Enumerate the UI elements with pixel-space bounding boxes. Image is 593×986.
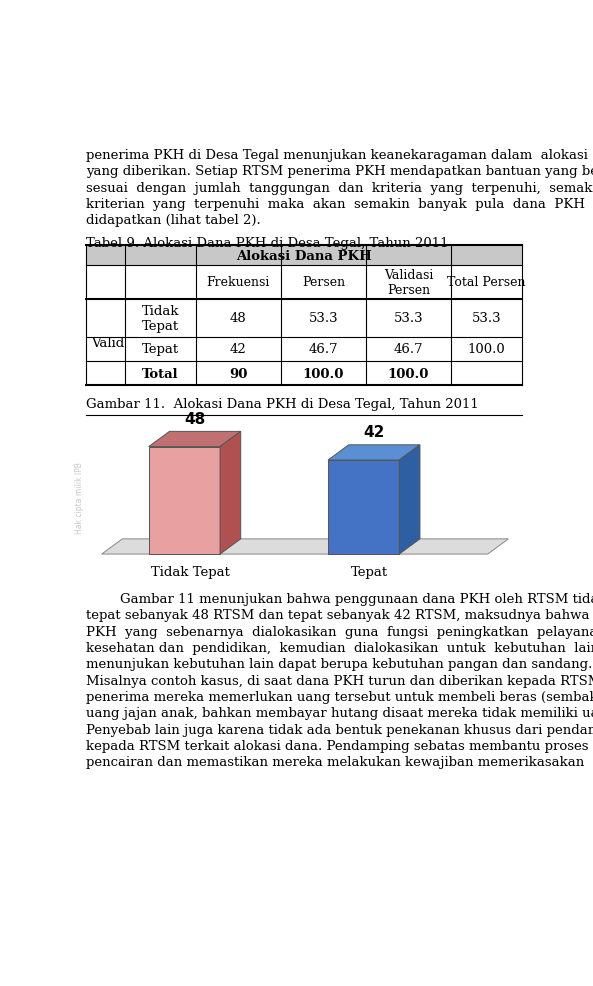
Text: Gambar 11.  Alokasi Dana PKH di Desa Tegal, Tahun 2011: Gambar 11. Alokasi Dana PKH di Desa Tega… bbox=[85, 398, 479, 411]
Text: 42: 42 bbox=[364, 425, 385, 440]
Text: menunjukan kebutuhan lain dapat berupa kebutuhan pangan dan sandang.: menunjukan kebutuhan lain dapat berupa k… bbox=[85, 658, 592, 670]
Text: 46.7: 46.7 bbox=[394, 343, 423, 356]
Polygon shape bbox=[328, 446, 420, 460]
Text: Hak cipta milik IPB: Hak cipta milik IPB bbox=[75, 462, 84, 533]
Text: 53.3: 53.3 bbox=[308, 312, 338, 324]
Text: pencairan dan memastikan mereka melakukan kewajiban memerikasakan: pencairan dan memastikan mereka melakuka… bbox=[85, 755, 584, 769]
Text: 42: 42 bbox=[230, 343, 247, 356]
Text: Tepat: Tepat bbox=[142, 343, 179, 356]
Text: Tidak
Tepat: Tidak Tepat bbox=[142, 305, 179, 332]
Text: yang diberikan. Setiap RTSM penerima PKH mendapatkan bantuan yang berbeda: yang diberikan. Setiap RTSM penerima PKH… bbox=[85, 165, 593, 178]
Text: Total Persen: Total Persen bbox=[447, 276, 526, 289]
Text: Valid: Valid bbox=[91, 336, 125, 349]
Polygon shape bbox=[328, 460, 399, 554]
Text: 100.0: 100.0 bbox=[468, 343, 505, 356]
Polygon shape bbox=[220, 432, 241, 554]
Text: 100.0: 100.0 bbox=[303, 368, 344, 381]
Text: Tidak Tepat: Tidak Tepat bbox=[151, 566, 230, 579]
Text: 53.3: 53.3 bbox=[394, 312, 423, 324]
Text: 100.0: 100.0 bbox=[388, 368, 429, 381]
Polygon shape bbox=[149, 432, 241, 447]
Polygon shape bbox=[149, 447, 220, 554]
Text: uang jajan anak, bahkan membayar hutang disaat mereka tidak memiliki uang.: uang jajan anak, bahkan membayar hutang … bbox=[85, 707, 593, 720]
Text: Frekuensi: Frekuensi bbox=[207, 276, 270, 289]
Text: Tabel 9. Alokasi Dana PKH di Desa Tegal, Tahun 2011: Tabel 9. Alokasi Dana PKH di Desa Tegal,… bbox=[85, 237, 448, 249]
Text: kriterian  yang  terpenuhi  maka  akan  semakin  banyak  pula  dana  PKH  yang: kriterian yang terpenuhi maka akan semak… bbox=[85, 197, 593, 211]
Text: didapatkan (lihat tabel 2).: didapatkan (lihat tabel 2). bbox=[85, 214, 260, 227]
Text: Penyebab lain juga karena tidak ada bentuk penekanan khusus dari pendamping: Penyebab lain juga karena tidak ada bent… bbox=[85, 723, 593, 736]
Text: 90: 90 bbox=[229, 368, 248, 381]
Text: 48: 48 bbox=[184, 411, 205, 427]
Text: 46.7: 46.7 bbox=[308, 343, 338, 356]
Text: kepada RTSM terkait alokasi dana. Pendamping sebatas membantu proses: kepada RTSM terkait alokasi dana. Pendam… bbox=[85, 740, 588, 752]
Text: Validasi
Persen: Validasi Persen bbox=[384, 269, 433, 297]
Text: Total: Total bbox=[142, 368, 178, 381]
Text: tepat sebanyak 48 RTSM dan tepat sebanyak 42 RTSM, maksudnya bahwa dana: tepat sebanyak 48 RTSM dan tepat sebanya… bbox=[85, 608, 593, 622]
Text: kesehatan dan  pendidikan,  kemudian  dialokasikan  untuk  kebutuhan  lain.  Dat: kesehatan dan pendidikan, kemudian dialo… bbox=[85, 642, 593, 655]
Text: Misalnya contoh kasus, di saat dana PKH turun dan diberikan kepada RTSM: Misalnya contoh kasus, di saat dana PKH … bbox=[85, 674, 593, 687]
FancyBboxPatch shape bbox=[85, 246, 522, 266]
Text: 53.3: 53.3 bbox=[472, 312, 502, 324]
Polygon shape bbox=[399, 446, 420, 554]
Text: penerima PKH di Desa Tegal menunjukan keanekaragaman dalam  alokasi  dana: penerima PKH di Desa Tegal menunjukan ke… bbox=[85, 149, 593, 162]
Text: penerima mereka memerlukan uang tersebut untuk membeli beras (sembako),: penerima mereka memerlukan uang tersebut… bbox=[85, 690, 593, 703]
Text: 48: 48 bbox=[230, 312, 247, 324]
Text: Gambar 11 menunjukan bahwa penggunaan dana PKH oleh RTSM tidak: Gambar 11 menunjukan bahwa penggunaan da… bbox=[85, 593, 593, 605]
Text: sesuai  dengan  jumlah  tanggungan  dan  kriteria  yang  terpenuhi,  semakin  ba: sesuai dengan jumlah tanggungan dan krit… bbox=[85, 181, 593, 194]
Text: Tepat: Tepat bbox=[351, 566, 388, 579]
Text: Persen: Persen bbox=[302, 276, 345, 289]
Text: Alokasi Dana PKH: Alokasi Dana PKH bbox=[236, 249, 372, 262]
Polygon shape bbox=[102, 539, 508, 554]
Text: PKH  yang  sebenarnya  dialokasikan  guna  fungsi  peningkatkan  pelayanan: PKH yang sebenarnya dialokasikan guna fu… bbox=[85, 625, 593, 638]
